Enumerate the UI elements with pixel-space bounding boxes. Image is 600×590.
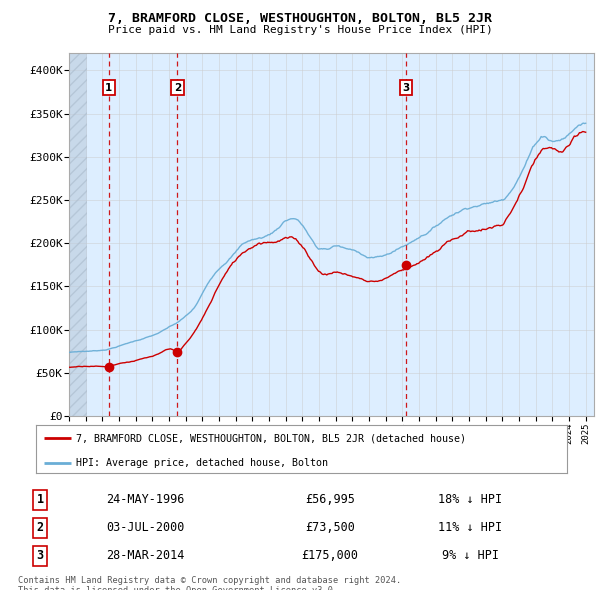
Text: HPI: Average price, detached house, Bolton: HPI: Average price, detached house, Bolt… <box>76 457 328 467</box>
Text: 1: 1 <box>37 493 44 506</box>
Text: 2: 2 <box>174 83 181 93</box>
Text: 24-MAY-1996: 24-MAY-1996 <box>106 493 184 506</box>
Text: 2: 2 <box>37 522 44 535</box>
Text: £73,500: £73,500 <box>305 522 355 535</box>
Text: 7, BRAMFORD CLOSE, WESTHOUGHTON, BOLTON, BL5 2JR (detached house): 7, BRAMFORD CLOSE, WESTHOUGHTON, BOLTON,… <box>76 433 466 443</box>
Text: 03-JUL-2000: 03-JUL-2000 <box>106 522 184 535</box>
Text: 11% ↓ HPI: 11% ↓ HPI <box>438 522 502 535</box>
Text: 18% ↓ HPI: 18% ↓ HPI <box>438 493 502 506</box>
Text: 28-MAR-2014: 28-MAR-2014 <box>106 549 184 562</box>
Text: Contains HM Land Registry data © Crown copyright and database right 2024.
This d: Contains HM Land Registry data © Crown c… <box>18 576 401 590</box>
Text: 7, BRAMFORD CLOSE, WESTHOUGHTON, BOLTON, BL5 2JR: 7, BRAMFORD CLOSE, WESTHOUGHTON, BOLTON,… <box>108 12 492 25</box>
Text: 3: 3 <box>37 549 44 562</box>
Text: Price paid vs. HM Land Registry's House Price Index (HPI): Price paid vs. HM Land Registry's House … <box>107 25 493 35</box>
Text: 1: 1 <box>105 83 112 93</box>
Text: £175,000: £175,000 <box>302 549 359 562</box>
Text: £56,995: £56,995 <box>305 493 355 506</box>
Text: 9% ↓ HPI: 9% ↓ HPI <box>442 549 499 562</box>
Text: 3: 3 <box>403 83 410 93</box>
Bar <box>69 53 87 416</box>
